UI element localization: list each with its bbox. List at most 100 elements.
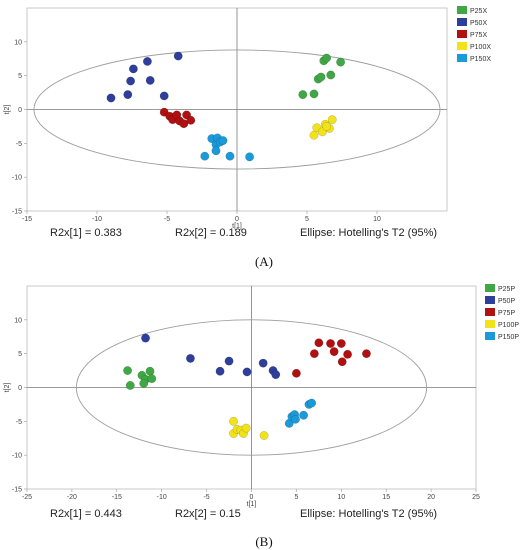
- data-point-p150x: [225, 151, 235, 161]
- data-point-p25p: [123, 366, 133, 376]
- x-axis-label: t[1]: [232, 223, 242, 230]
- x-tick-label: 0: [235, 216, 239, 223]
- y-tick-label: 10: [14, 39, 22, 46]
- legend-swatch: [485, 284, 495, 292]
- panel-b: -25 -20 -15 -10 -5 0 5 10 15 20 25 -15 -10 -5 0 5 10 t[1]…: [4, 284, 519, 549]
- legend-label: P100X: [470, 44, 491, 51]
- y-tick-label: 10: [14, 317, 22, 324]
- y-tick-label: 5: [18, 73, 22, 80]
- legend-label: P25X: [470, 8, 487, 15]
- legend-swatch: [457, 6, 467, 14]
- data-point-p25p: [147, 374, 157, 384]
- data-point-p75p: [343, 349, 353, 359]
- hotelling-ellipse: [75, 319, 428, 456]
- x-tick-label: 10: [337, 494, 345, 501]
- y-tick-label: -5: [16, 419, 22, 426]
- data-point-p25x: [298, 90, 308, 100]
- x-tick-label: -5: [203, 494, 209, 501]
- legend-swatch: [485, 332, 495, 340]
- x-tick-label: -15: [22, 216, 32, 223]
- panel-label: (B): [255, 534, 272, 549]
- data-point-p25x: [322, 53, 332, 63]
- data-point-p25x: [336, 57, 346, 67]
- data-point-p50x: [126, 76, 136, 86]
- y-tick-label: -15: [12, 487, 22, 494]
- legend-label: P50X: [470, 20, 487, 27]
- x-tick-label: -10: [157, 494, 167, 501]
- legend-label: P25P: [498, 286, 515, 293]
- data-point-p75p: [329, 347, 339, 357]
- r2x-annotation: R2x[2] = 0.189: [175, 227, 247, 239]
- data-point-p50x: [145, 75, 155, 85]
- x-tick-label: -25: [22, 494, 32, 501]
- data-point-p50p: [185, 353, 195, 363]
- data-point-p150x: [245, 152, 255, 162]
- x-tick-label: -20: [67, 494, 77, 501]
- data-point-p150x: [218, 136, 228, 146]
- data-point-p150p: [307, 398, 317, 408]
- legend-swatch: [485, 308, 495, 316]
- data-point-p75p: [361, 349, 371, 359]
- data-point-p75x: [186, 115, 196, 125]
- x-tick-label: -5: [164, 216, 170, 223]
- data-point-p75p: [337, 357, 347, 367]
- x-axis-label: t[1]: [247, 501, 257, 508]
- data-point-p50p: [271, 370, 281, 380]
- legend-label: P50P: [498, 298, 515, 305]
- legend-swatch: [457, 30, 467, 38]
- data-point-p75p: [309, 349, 319, 359]
- legend-label: P100P: [498, 322, 519, 329]
- r2x-annotation: R2x[1] = 0.383: [50, 227, 122, 239]
- data-point-p100x: [309, 130, 319, 140]
- data-point-p75x: [179, 119, 189, 129]
- data-point-p25p: [145, 366, 155, 376]
- data-point-p25x: [326, 70, 336, 80]
- r2x-annotation: R2x[1] = 0.443: [50, 508, 122, 520]
- legend-label: P75P: [498, 310, 515, 317]
- y-tick-label: -10: [12, 453, 22, 460]
- r2x-annotation: R2x[2] = 0.15: [175, 508, 241, 520]
- data-point-p100p: [229, 416, 238, 426]
- data-point-p50x: [106, 93, 116, 103]
- hotelling-ellipse: [33, 49, 441, 170]
- legend-label: P150X: [470, 56, 491, 63]
- y-axis-label: t[2]: [4, 383, 11, 393]
- data-point-p25x: [309, 89, 319, 99]
- legend-swatch: [457, 42, 467, 50]
- ellipse-annotation: Ellipse: Hotelling's T2 (95%): [300, 227, 437, 239]
- data-point-p150x: [211, 146, 221, 156]
- y-tick-label: 0: [18, 385, 22, 392]
- data-point-p50x: [159, 91, 169, 101]
- legend-swatch: [457, 18, 467, 26]
- legend-swatch: [485, 320, 495, 328]
- data-point-p75p: [291, 368, 301, 378]
- data-point-p50p: [215, 366, 225, 376]
- x-tick-label: 20: [427, 494, 435, 501]
- data-point-p50x: [123, 90, 133, 100]
- x-tick-label: 0: [250, 494, 254, 501]
- x-tick-label: -15: [112, 494, 122, 501]
- data-point-p100p: [241, 423, 251, 433]
- legend-label: P75X: [470, 32, 487, 39]
- data-point-p50p: [141, 333, 150, 343]
- data-point-p75p: [336, 339, 346, 348]
- panel-label: (A): [255, 254, 273, 269]
- y-tick-label: -5: [16, 141, 22, 148]
- data-point-p50p: [224, 356, 234, 366]
- x-tick-label: 15: [382, 494, 390, 501]
- data-point-p150p: [299, 410, 309, 420]
- data-point-p150x: [200, 151, 210, 161]
- data-point-p50x: [142, 57, 152, 66]
- data-point-p50p: [258, 358, 268, 368]
- ellipse-annotation: Ellipse: Hotelling's T2 (95%): [300, 508, 437, 520]
- data-point-p50x: [128, 64, 138, 74]
- data-point-p100x: [327, 115, 337, 125]
- legend-swatch: [485, 296, 495, 304]
- data-point-p100p: [259, 431, 269, 440]
- y-tick-label: -10: [12, 175, 22, 182]
- data-point-p50p: [242, 367, 252, 377]
- data-point-p75p: [326, 339, 335, 348]
- data-point-p25x: [316, 72, 326, 82]
- x-tick-label: 25: [472, 494, 480, 501]
